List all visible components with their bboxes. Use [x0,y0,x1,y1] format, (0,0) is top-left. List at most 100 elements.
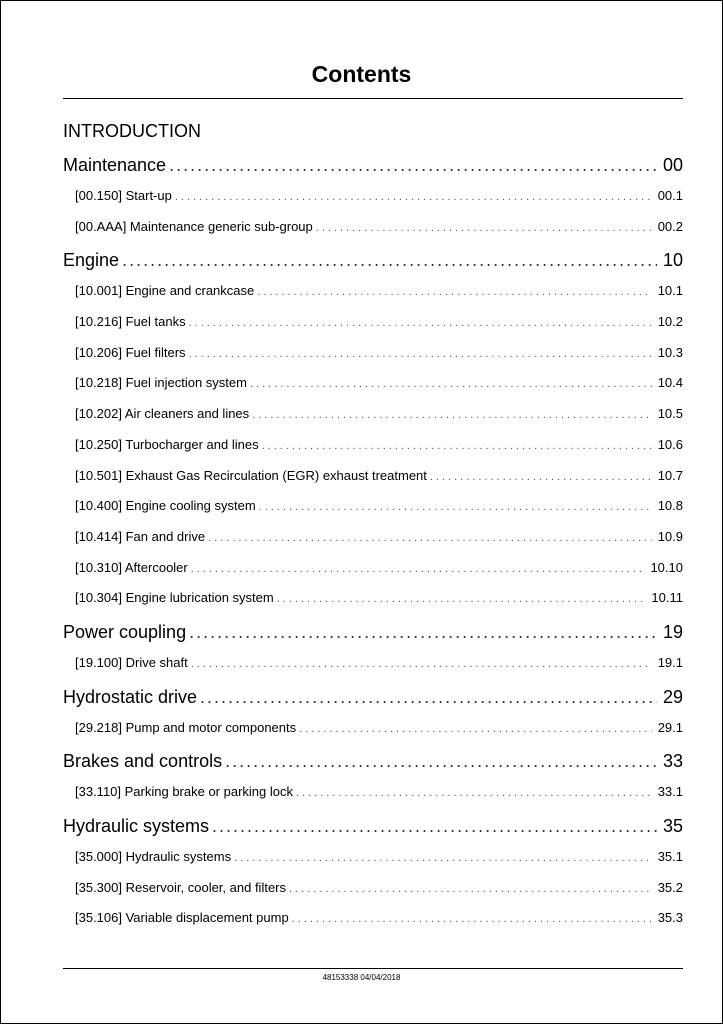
entry-page-number: 35.2 [657,879,683,895]
toc-section[interactable]: Brakes and controls 33 [63,746,683,777]
entry-page-number: 19.1 [657,654,683,670]
table-of-contents: Maintenance 00 [00.150] Start-up 00.1 [00.AA… [63,150,683,934]
dot-leader [316,213,652,244]
dot-leader [225,746,657,777]
toc-subsection[interactable]: [33.110] Parking brake or parking lock 33… [63,777,683,808]
toc-subsection[interactable]: [10.310] Aftercooler 10.10 [63,553,683,584]
toc-section[interactable]: Hydraulic systems 35 [63,811,683,842]
entry-page-number: 00 [662,155,683,175]
dot-leader [169,150,657,181]
toc-subsection[interactable]: [10.001] Engine and crankcase 10.1 [63,276,683,307]
entry-page-number: 10.11 [651,590,683,606]
entry-page-number: 10.3 [657,344,683,360]
entry-page-number: 10.10 [650,559,683,575]
entry-page-number: 35 [662,816,683,836]
footer-rule [63,968,683,969]
toc-subsection[interactable]: [10.250] Turbocharger and lines 10.6 [63,430,683,461]
toc-introduction[interactable]: INTRODUCTION [63,121,201,141]
entry-label: Brakes and controls [63,751,223,772]
entry-label: [00.150] Start-up [75,188,172,203]
dot-leader [122,245,657,276]
entry-page-number: 10.2 [657,314,683,330]
toc-section[interactable]: Maintenance 00 [63,150,683,181]
entry-label: [10.218] Fuel injection system [75,375,247,391]
toc-subsection[interactable]: [10.414] Fan and drive 10.9 [63,522,683,553]
dot-leader [189,308,652,339]
entry-label: [19.100] Drive shaft [75,654,188,670]
toc-subsection[interactable]: [10.304] Engine lubrication system 10.11 [63,583,683,614]
dot-leader [175,182,652,213]
entry-label: [10.501] Exhaust Gas Recirculation (EGR)… [75,467,427,483]
title-rule [63,98,683,99]
toc-subsection[interactable]: [00.AAA] Maintenance generic sub-group 00… [63,212,683,243]
entry-page-number: 33 [662,751,683,772]
entry-label: [10.216] Fuel tanks [75,314,186,330]
dot-leader [430,462,652,493]
toc-subsection[interactable]: [29.218] Pump and motor components 29.1 [63,713,683,744]
dot-leader [212,811,657,842]
entry-page-number: 10.7 [657,467,683,483]
entry-page-number: 10.9 [657,528,683,544]
dot-leader [299,714,652,745]
entry-page-number: 29.1 [657,719,683,735]
entry-page-number: 19 [662,621,683,642]
entry-label: [10.400] Engine cooling system [75,498,256,514]
toc-subsection[interactable]: [19.100] Drive shaft 19.1 [63,648,683,679]
entry-label: [35.000] Hydraulic systems [75,849,232,864]
entry-page-number: 29 [662,686,683,707]
toc-section[interactable]: Power coupling 19 [63,617,683,648]
dot-leader [292,904,652,935]
entry-label: Hydrostatic drive [63,686,198,707]
toc-subsection[interactable]: [10.216] Fuel tanks 10.2 [63,307,683,338]
entry-label: [10.250] Turbocharger and lines [75,436,259,452]
entry-page-number: 10.5 [657,406,683,422]
entry-label: [29.218] Pump and motor components [75,719,297,735]
dot-leader [296,778,652,809]
toc-subsection[interactable]: [10.202] Air cleaners and lines 10.5 [63,399,683,430]
entry-label: [10.304] Engine lubrication system [75,590,274,606]
dot-leader [250,369,652,400]
entry-label: [10.206] Fuel filters [75,344,186,360]
dot-leader [277,584,646,615]
entry-page-number: 33.1 [657,784,683,800]
entry-page-number: 10.1 [657,283,683,299]
toc-subsection[interactable]: [10.400] Engine cooling system 10.8 [63,491,683,522]
dot-leader [252,400,652,431]
dot-leader [234,843,652,874]
entry-label: Hydraulic systems [63,816,210,836]
dot-leader [208,523,652,554]
toc-subsection[interactable]: [10.501] Exhaust Gas Recirculation (EGR)… [63,461,683,492]
entry-page-number: 10.8 [657,498,683,514]
entry-label: [10.202] Air cleaners and lines [75,406,250,422]
entry-label: [35.300] Reservoir, cooler, and filters [75,879,287,895]
dot-leader [191,649,652,680]
toc-section[interactable]: Hydrostatic drive 29 [63,682,683,713]
entry-label: [00.AAA] Maintenance generic sub-group [75,218,313,234]
entry-label: [33.110] Parking brake or parking lock [75,784,293,800]
entry-label: [10.310] Aftercooler [75,559,188,575]
dot-leader [189,339,652,370]
dot-leader [200,682,657,713]
entry-page-number: 10 [662,250,683,271]
dot-leader [259,492,652,523]
entry-label: [10.414] Fan and drive [75,528,206,544]
entry-label: Maintenance [63,155,167,175]
toc-subsection[interactable]: [10.206] Fuel filters 10.3 [63,338,683,369]
dot-leader [189,617,657,648]
toc-subsection[interactable]: [35.106] Variable displacement pump 35.3 [63,903,683,934]
entry-label: [35.106] Variable displacement pump [75,910,289,926]
dot-leader [257,277,651,308]
entry-label: Engine [63,250,120,271]
toc-subsection[interactable]: [10.218] Fuel injection system 10.4 [63,368,683,399]
entry-page-number: 10.6 [657,436,683,452]
footer-doc-id: 48153338 04/04/2018 [322,973,401,982]
entry-label: [10.001] Engine and crankcase [75,283,255,299]
toc-section[interactable]: Engine 10 [63,245,683,276]
toc-subsection[interactable]: [00.150] Start-up 00.1 [63,181,683,212]
entry-label: Power coupling [63,621,187,642]
entry-page-number: 35.3 [657,910,683,926]
toc-subsection[interactable]: [35.300] Reservoir, cooler, and filters 3… [63,873,683,904]
entry-page-number: 00.2 [657,218,683,234]
toc-subsection[interactable]: [35.000] Hydraulic systems 35.1 [63,842,683,873]
dot-leader [289,874,652,905]
